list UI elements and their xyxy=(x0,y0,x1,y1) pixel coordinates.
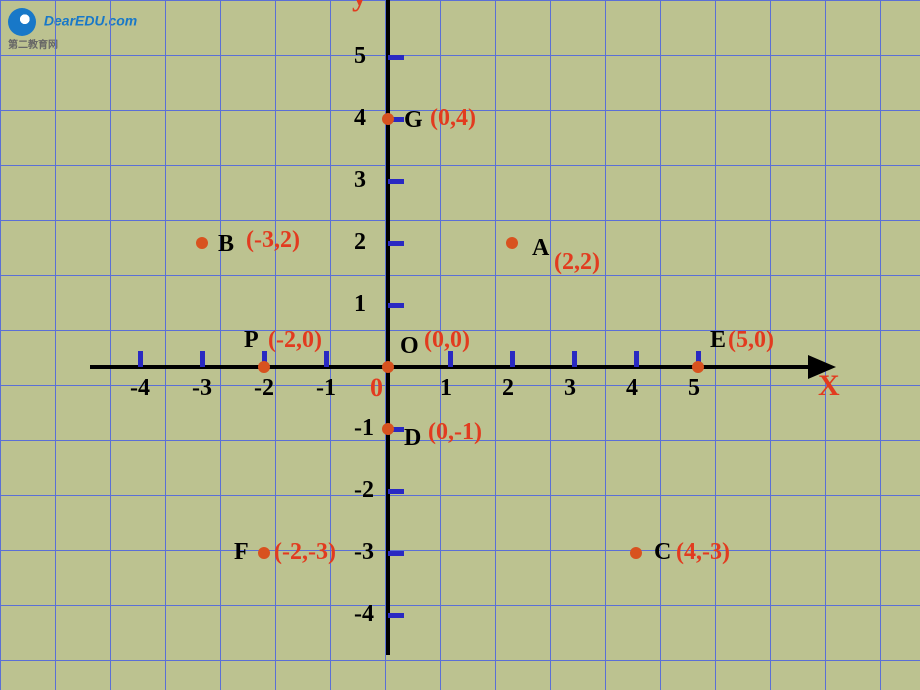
grid-horizontal xyxy=(0,165,920,166)
x-axis-label: X xyxy=(818,369,840,403)
y-tick xyxy=(388,613,404,618)
y-tick-label: -4 xyxy=(354,601,374,628)
x-tick xyxy=(634,351,639,367)
point-name-F: F xyxy=(234,539,249,566)
coordinate-plane-figure: DearEDU.com 第二教育网 -4 -3 -2 -1 1 2 3 4 5 -4 -3 -2 -1 1… xyxy=(0,0,920,690)
x-tick-label: -4 xyxy=(130,375,150,402)
x-tick-label: 4 xyxy=(626,375,638,402)
point-B xyxy=(196,237,208,249)
point-coord-E: (5,0) xyxy=(728,327,774,354)
point-A xyxy=(506,237,518,249)
point-coord-C: (4,-3) xyxy=(676,539,730,566)
y-axis xyxy=(386,0,390,655)
x-tick-label: -2 xyxy=(254,375,274,402)
y-tick xyxy=(388,303,404,308)
grid-horizontal xyxy=(0,605,920,606)
grid-vertical xyxy=(220,0,221,690)
grid-vertical xyxy=(550,0,551,690)
grid-vertical xyxy=(495,0,496,690)
grid-vertical xyxy=(165,0,166,690)
point-coord-G: (0,4) xyxy=(430,105,476,132)
x-tick-label: 2 xyxy=(502,375,514,402)
logo-text: DearEDU.com xyxy=(44,13,137,29)
point-coord-B: (-3,2) xyxy=(246,227,300,254)
point-name-E: E xyxy=(710,327,726,354)
x-tick-label: 3 xyxy=(564,375,576,402)
grid-vertical xyxy=(110,0,111,690)
point-D xyxy=(382,423,394,435)
y-tick-label: 1 xyxy=(354,291,366,318)
x-tick xyxy=(200,351,205,367)
grid-horizontal xyxy=(0,495,920,496)
logo-icon xyxy=(8,8,36,36)
y-tick xyxy=(388,551,404,556)
point-coord-D: (0,-1) xyxy=(428,419,482,446)
y-tick-label: 5 xyxy=(354,43,366,70)
grid-vertical xyxy=(605,0,606,690)
point-coord-P: (-2,0) xyxy=(268,327,322,354)
point-name-G: G xyxy=(404,107,423,134)
x-tick xyxy=(510,351,515,367)
point-coord-A: (2,2) xyxy=(554,249,600,276)
point-name-B: B xyxy=(218,231,234,258)
logo-subtext: 第二教育网 xyxy=(8,36,137,51)
point-C xyxy=(630,547,642,559)
x-tick xyxy=(572,351,577,367)
grid-horizontal xyxy=(0,0,920,1)
point-name-C: C xyxy=(654,539,671,566)
point-name-P: P xyxy=(244,327,259,354)
point-coord-Opt: (0,0) xyxy=(424,327,470,354)
y-tick xyxy=(388,489,404,494)
y-axis-label: y xyxy=(352,0,367,13)
x-tick xyxy=(138,351,143,367)
x-tick-label: 1 xyxy=(440,375,452,402)
origin-zero: 0 xyxy=(370,373,383,403)
point-P xyxy=(258,361,270,373)
y-tick-label: 4 xyxy=(354,105,366,132)
y-tick-label: -2 xyxy=(354,477,374,504)
point-name-A: A xyxy=(532,235,549,262)
y-tick-label: -1 xyxy=(354,415,374,442)
point-name-D: D xyxy=(404,425,421,452)
y-tick xyxy=(388,241,404,246)
grid-horizontal xyxy=(0,660,920,661)
x-tick-label: -1 xyxy=(316,375,336,402)
grid-horizontal xyxy=(0,220,920,221)
point-coord-F: (-2,-3) xyxy=(274,539,336,566)
point-E xyxy=(692,361,704,373)
grid-vertical xyxy=(0,0,1,690)
point-Opt xyxy=(382,361,394,373)
grid-vertical xyxy=(55,0,56,690)
x-tick xyxy=(324,351,329,367)
y-tick-label: -3 xyxy=(354,539,374,566)
grid-horizontal xyxy=(0,55,920,56)
grid-vertical xyxy=(330,0,331,690)
x-tick-label: -3 xyxy=(192,375,212,402)
x-tick-label: 5 xyxy=(688,375,700,402)
y-tick-label: 3 xyxy=(354,167,366,194)
grid-horizontal xyxy=(0,550,920,551)
y-tick-label: 2 xyxy=(354,229,366,256)
point-G xyxy=(382,113,394,125)
grid-vertical xyxy=(825,0,826,690)
grid-vertical xyxy=(660,0,661,690)
grid-horizontal xyxy=(0,275,920,276)
grid-vertical xyxy=(880,0,881,690)
origin-O: O xyxy=(400,333,419,360)
y-tick xyxy=(388,179,404,184)
point-F xyxy=(258,547,270,559)
y-tick xyxy=(388,55,404,60)
logo: DearEDU.com 第二教育网 xyxy=(8,8,137,51)
